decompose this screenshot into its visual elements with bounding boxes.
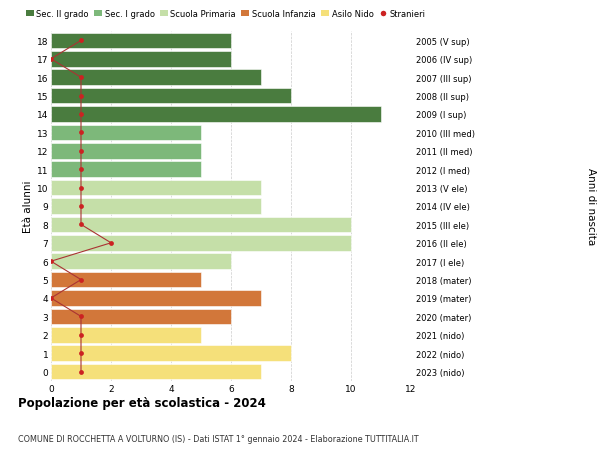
Bar	[51, 52, 231, 67]
Bar	[51, 364, 261, 380]
Point	[76, 111, 86, 118]
Bar	[51, 327, 201, 343]
Point	[76, 74, 86, 82]
Bar	[51, 70, 261, 86]
Point	[76, 350, 86, 357]
Point	[76, 148, 86, 155]
Point	[76, 203, 86, 210]
Bar	[51, 144, 201, 159]
Bar	[51, 291, 261, 306]
Y-axis label: Età alunni: Età alunni	[23, 180, 32, 233]
Bar	[51, 162, 201, 178]
Bar	[51, 254, 231, 269]
Point	[76, 38, 86, 45]
Bar	[51, 107, 381, 123]
Legend: Sec. II grado, Sec. I grado, Scuola Primaria, Scuola Infanzia, Asilo Nido, Stran: Sec. II grado, Sec. I grado, Scuola Prim…	[22, 6, 428, 22]
Bar	[51, 89, 291, 104]
Point	[76, 185, 86, 192]
Bar	[51, 199, 261, 214]
Bar	[51, 180, 261, 196]
Bar	[51, 309, 231, 325]
Bar	[51, 217, 351, 233]
Point	[76, 166, 86, 174]
Bar	[51, 272, 201, 288]
Point	[76, 93, 86, 100]
Point	[76, 129, 86, 137]
Bar	[51, 34, 231, 49]
Point	[106, 240, 116, 247]
Bar	[51, 346, 291, 361]
Point	[76, 331, 86, 339]
Point	[76, 368, 86, 375]
Text: Anni di nascita: Anni di nascita	[586, 168, 596, 245]
Point	[76, 313, 86, 320]
Point	[46, 295, 56, 302]
Point	[76, 276, 86, 284]
Point	[46, 56, 56, 63]
Bar	[51, 235, 351, 251]
Bar	[51, 125, 201, 141]
Point	[46, 258, 56, 265]
Point	[76, 221, 86, 229]
Text: Popolazione per età scolastica - 2024: Popolazione per età scolastica - 2024	[18, 396, 266, 409]
Text: COMUNE DI ROCCHETTA A VOLTURNO (IS) - Dati ISTAT 1° gennaio 2024 - Elaborazione : COMUNE DI ROCCHETTA A VOLTURNO (IS) - Da…	[18, 434, 419, 442]
